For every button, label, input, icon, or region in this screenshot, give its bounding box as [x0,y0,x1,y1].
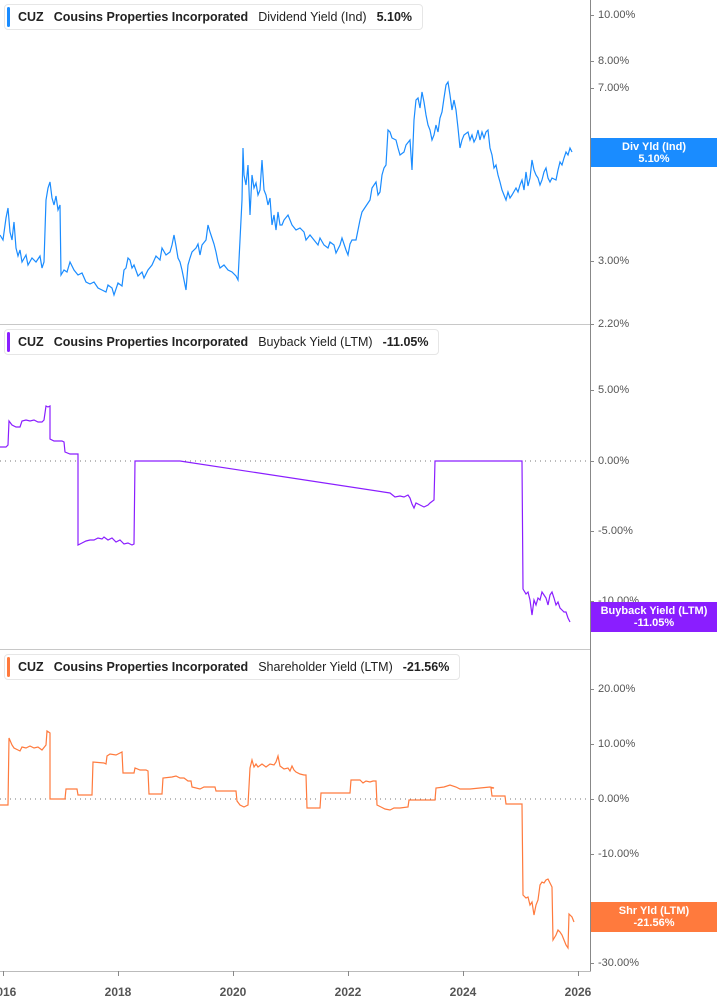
series-color-swatch [7,657,10,677]
legend-dividend-yield[interactable]: CUZ Cousins Properties Incorporated Divi… [4,4,424,30]
badge-label: Shr Yld (LTM) [618,905,690,917]
ytick-label: 10.00% [598,9,636,21]
y-axis-line [590,0,591,972]
ticker: CUZ [18,660,44,674]
ytick-label: 20.00% [598,683,636,695]
shareholder-yield-line [0,729,575,950]
last-value-badge-dividend: Div Yld (Ind) 5.10% [591,138,717,167]
xtick-label: 2024 [449,985,477,999]
badge-label: Buyback Yield (LTM) [600,605,708,617]
xtick-label: 2018 [104,985,132,999]
ytick-mark [590,963,594,964]
company-name: Cousins Properties Incorporated [53,660,249,674]
ytick-mark [590,531,594,532]
ytick-mark [590,601,594,602]
ytick-label: 10.00% [598,738,636,750]
xtick-mark [463,971,464,976]
ytick-label: -5.00% [598,525,633,537]
company-name: Cousins Properties Incorporated [53,10,249,24]
metric-value: 5.10% [376,10,413,24]
last-value-badge-buyback: Buyback Yield (LTM) -11.05% [591,602,717,632]
metric-name: Dividend Yield (Ind) [258,10,367,24]
ytick-label: 0.00% [598,793,630,805]
ytick-mark [590,689,594,690]
x-axis-line [0,971,591,972]
legend-shareholder-yield[interactable]: CUZ Cousins Properties Incorporated Shar… [4,654,461,680]
panel-divider [0,649,590,650]
ytick-label: 3.00% [598,255,630,267]
ytick-mark [590,390,594,391]
ytick-label: -30.00% [598,957,639,969]
ytick-label: 0.00% [598,455,630,467]
panel-divider [0,324,590,325]
ytick-label: 7.00% [598,82,630,94]
panel-dividend-yield: CUZ Cousins Properties Incorporated Divi… [0,0,717,325]
series-color-swatch [7,7,10,27]
ytick-label: -10.00% [598,848,639,860]
ytick-mark [590,461,594,462]
ytick-mark [590,799,594,800]
badge-value: -11.05% [633,617,675,629]
ticker: CUZ [18,335,44,349]
xtick-label: 2026 [564,985,592,999]
xtick-mark [578,971,579,976]
metric-name: Shareholder Yield (LTM) [258,660,393,674]
xtick-mark [233,971,234,976]
series-color-swatch [7,332,10,352]
buyback-yield-line [0,405,571,623]
panel-shareholder-yield: CUZ Cousins Properties Incorporated Shar… [0,650,717,972]
dividend-yield-line [0,80,573,298]
badge-value: 5.10% [638,152,670,165]
ytick-mark [590,15,594,16]
ytick-mark [590,261,594,262]
badge-label: Div Yld (Ind) [622,140,686,153]
ticker: CUZ [18,10,44,24]
metric-name: Buyback Yield (LTM) [258,335,373,349]
badge-value: -21.56% [633,917,675,929]
legend-buyback-yield[interactable]: CUZ Cousins Properties Incorporated Buyb… [4,329,440,355]
metric-value: -11.05% [382,335,429,349]
company-name: Cousins Properties Incorporated [53,335,249,349]
last-value-badge-shareholder: Shr Yld (LTM) -21.56% [591,902,717,932]
ytick-label: 5.00% [598,384,630,396]
ytick-label: 8.00% [598,55,630,67]
panel-buyback-yield: CUZ Cousins Properties Incorporated Buyb… [0,325,717,650]
ytick-mark [590,744,594,745]
ytick-label: 2.20% [598,318,630,330]
xtick-label: 2016 [0,985,17,999]
xtick-mark [118,971,119,976]
metric-value: -21.56% [402,660,450,674]
xtick-mark [3,971,4,976]
xtick-mark [348,971,349,976]
ytick-mark [590,61,594,62]
xtick-label: 2020 [219,985,247,999]
ytick-mark [590,324,594,325]
xtick-label: 2022 [334,985,362,999]
ytick-mark [590,854,594,855]
ytick-mark [590,88,594,89]
